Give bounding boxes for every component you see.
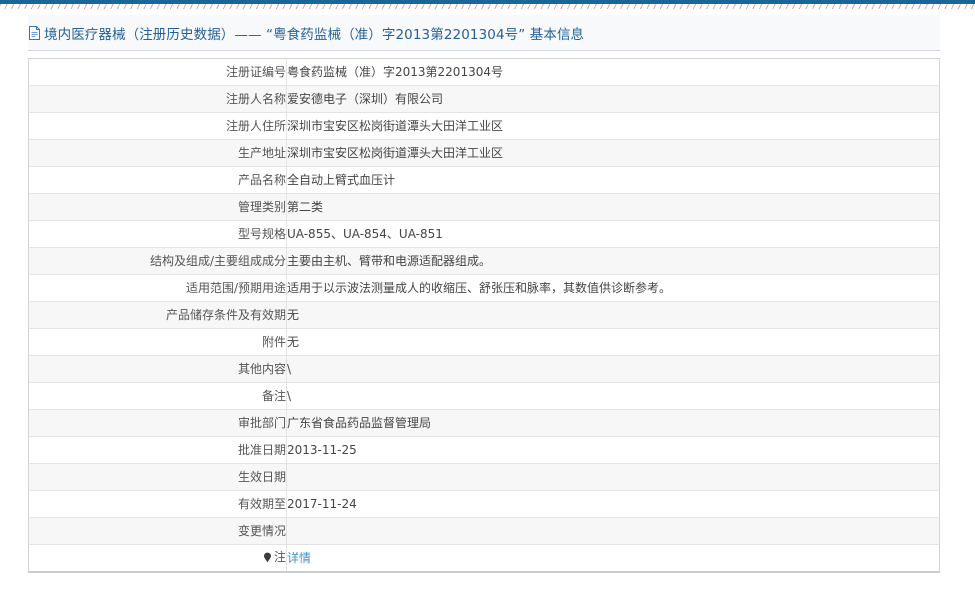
row-value-cell: \ (286, 355, 939, 383)
row-label: 结构及组成/主要组成成分 (149, 254, 286, 268)
row-label-cell: 批准日期 (29, 436, 287, 464)
row-label-cell: 注册人名称 (29, 85, 287, 113)
row-label: 生产地址 (237, 146, 286, 160)
row-label-cell: 注 (29, 544, 287, 571)
table-row: 其他内容 \ (29, 355, 939, 383)
row-label: 注册人名称 (225, 92, 286, 106)
row-label-cell: 注册证编号 (29, 59, 287, 86)
table-body: 注册证编号 粤食药监械（准）字2013第2201304号 注册人名称 爱安德电子… (29, 59, 939, 571)
table-row: 变更情况 (29, 517, 939, 545)
table-row: 管理类别 第二类 (29, 193, 939, 221)
row-label: 型号规格 (237, 227, 286, 241)
row-label: 适用范围/预期用途 (185, 281, 286, 295)
row-label-cell: 生产地址 (29, 139, 287, 167)
row-value-cell (286, 517, 939, 545)
row-label-cell: 其他内容 (29, 355, 287, 383)
row-value-cell: 无 (286, 301, 939, 329)
table-row: 注册人名称 爱安德电子（深圳）有限公司 (29, 85, 939, 113)
table-row: 产品名称 全自动上臂式血压计 (29, 166, 939, 194)
row-label: 有效期至 (237, 497, 286, 511)
row-label-cell: 审批部门 (29, 409, 287, 437)
row-value-cell: 全自动上臂式血压计 (286, 166, 939, 194)
row-value-cell: 主要由主机、臂带和电源适配器组成。 (286, 247, 939, 275)
row-label-cell: 型号规格 (29, 220, 287, 248)
table-row: 型号规格 UA-855、UA-854、UA-851 (29, 220, 939, 248)
row-value-cell: UA-855、UA-854、UA-851 (286, 220, 939, 248)
row-label-cell: 生效日期 (29, 463, 287, 491)
top-accent-rule (0, 0, 975, 4)
table-row: 适用范围/预期用途 适用于以示波法测量成人的收缩压、舒张压和脉率，其数值供诊断参… (29, 274, 939, 302)
row-value-cell: 第二类 (286, 193, 939, 221)
registration-info-table: 注册证编号 粤食药监械（准）字2013第2201304号 注册人名称 爱安德电子… (29, 59, 939, 571)
row-value-cell: 无 (286, 328, 939, 356)
table-row: 结构及组成/主要组成成分 主要由主机、臂带和电源适配器组成。 (29, 247, 939, 275)
row-label: 注册证编号 (225, 65, 286, 79)
detail-link[interactable]: 详情 (287, 551, 312, 565)
row-label: 附件 (261, 335, 286, 349)
table-row: 注册证编号 粤食药监械（准）字2013第2201304号 (29, 59, 939, 86)
table-row: 审批部门 广东省食品药品监督管理局 (29, 409, 939, 437)
row-label-cell: 产品名称 (29, 166, 287, 194)
row-label: 备注 (261, 389, 286, 403)
table-row: 生产地址 深圳市宝安区松岗街道潭头大田洋工业区 (29, 139, 939, 167)
document-icon (28, 25, 41, 40)
table-row: 批准日期 2013-11-25 (29, 436, 939, 464)
row-value-cell: \ (286, 382, 939, 410)
table-row-note: 注 详情 (29, 544, 940, 572)
registration-info-panel: 注册证编号 粤食药监械（准）字2013第2201304号 注册人名称 爱安德电子… (28, 58, 940, 573)
top-hatch-pattern (0, 4, 975, 9)
page-title: 境内医疗器械（注册历史数据）—— “粤食药监械（准）字2013第2201304号… (44, 26, 585, 43)
row-label: 变更情况 (237, 524, 286, 538)
row-value-cell (286, 463, 939, 491)
table-row: 注册人住所 深圳市宝安区松岗街道潭头大田洋工业区 (29, 112, 939, 140)
row-value-cell: 广东省食品药品监督管理局 (286, 409, 939, 437)
row-label-cell: 附件 (29, 328, 287, 356)
row-label-cell: 产品储存条件及有效期 (29, 301, 287, 329)
table-row: 备注 \ (29, 382, 939, 410)
row-label: 注 (273, 550, 286, 565)
row-label-cell: 适用范围/预期用途 (29, 274, 287, 302)
row-label: 管理类别 (237, 200, 286, 214)
table-row: 产品储存条件及有效期 无 (29, 301, 939, 329)
table-row: 生效日期 (29, 463, 939, 491)
row-value-cell: 深圳市宝安区松岗街道潭头大田洋工业区 (286, 139, 939, 167)
row-label: 产品储存条件及有效期 (165, 308, 286, 322)
row-value-cell: 适用于以示波法测量成人的收缩压、舒张压和脉率，其数值供诊断参考。 (286, 274, 939, 302)
row-label: 产品名称 (237, 173, 286, 187)
row-label-cell: 管理类别 (29, 193, 287, 221)
row-label-cell: 注册人住所 (29, 112, 287, 140)
row-value-cell: 详情 (287, 545, 940, 572)
row-label: 批准日期 (237, 443, 286, 457)
row-label: 其他内容 (237, 362, 286, 376)
row-label-cell: 备注 (29, 382, 287, 410)
row-value-cell: 爱安德电子（深圳）有限公司 (286, 85, 939, 113)
row-label-cell: 有效期至 (29, 490, 287, 518)
row-label: 生效日期 (237, 470, 286, 484)
row-label: 审批部门 (237, 416, 286, 430)
row-value-cell: 2013-11-25 (286, 436, 939, 464)
table-row: 附件 无 (29, 328, 939, 356)
pin-icon (263, 552, 272, 563)
row-label: 注册人住所 (225, 119, 286, 133)
row-value-cell: 粤食药监械（准）字2013第2201304号 (286, 59, 939, 86)
table-row: 有效期至 2017-11-24 (29, 490, 939, 518)
row-value-cell: 深圳市宝安区松岗街道潭头大田洋工业区 (286, 112, 939, 140)
row-label-cell: 结构及组成/主要组成成分 (29, 247, 287, 275)
page-header: 境内医疗器械（注册历史数据）—— “粤食药监械（准）字2013第2201304号… (28, 15, 940, 51)
row-label-cell: 变更情况 (29, 517, 287, 545)
row-value-cell: 2017-11-24 (286, 490, 939, 518)
page-body: 境内医疗器械（注册历史数据）—— “粤食药监械（准）字2013第2201304号… (0, 9, 975, 601)
